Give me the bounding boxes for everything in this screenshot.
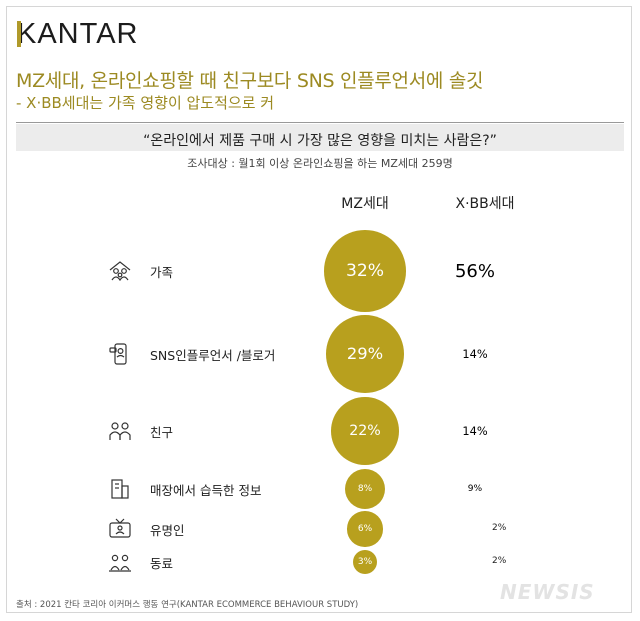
bubble-mz: 3% xyxy=(352,549,378,575)
bubble-mz: 8% xyxy=(344,468,386,510)
tv-celebrity-icon xyxy=(107,516,133,542)
coworkers-icon xyxy=(107,549,133,575)
bubble-xbb: 9% xyxy=(453,467,496,510)
bubble-value-label: 14% xyxy=(462,424,488,438)
category-label: 유명인 xyxy=(150,523,185,538)
logo-text: KANTAR xyxy=(17,18,139,50)
category-label: 매장에서 습득한 정보 xyxy=(150,483,262,498)
category-label: 동료 xyxy=(150,556,174,571)
category-label: 친구 xyxy=(150,425,174,440)
bubble-xbb: 56% xyxy=(421,217,529,325)
category-label: 가족 xyxy=(150,265,174,280)
bubble-value-label: 3% xyxy=(357,556,373,567)
bubble-mz: 29% xyxy=(326,315,404,393)
bubble-value-label: 9% xyxy=(467,483,483,494)
source-note: 출처 : 2021 칸타 코리아 이커머스 행동 연구(KANTAR ECOMM… xyxy=(16,600,359,610)
bubble-mz: 6% xyxy=(347,511,383,547)
bubble-value-label: 29% xyxy=(346,344,384,364)
bubble-mz: 32% xyxy=(324,230,406,312)
phone-influencer-icon xyxy=(107,341,133,367)
question-band: “온라인에서 제품 구매 시 가장 많은 영향을 미치는 사람은?” xyxy=(16,124,624,151)
bubble-value-label: 2% xyxy=(492,556,507,566)
logo-bar xyxy=(17,21,21,47)
bubble-value-label: 56% xyxy=(454,260,495,282)
category-label: SNS인플루언서 /블로거 xyxy=(150,348,276,363)
headline: MZ세대, 온라인쇼핑할 때 친구보다 SNS 인플루언서에 솔깃 xyxy=(16,70,484,92)
bubble-value-label: 22% xyxy=(349,422,381,439)
column-header-mz: MZ세대 xyxy=(341,196,389,212)
bubble-xbb xyxy=(464,518,486,540)
bubble-mz: 22% xyxy=(331,397,399,465)
bubble-value-label: 8% xyxy=(357,483,373,494)
family-icon xyxy=(107,258,133,284)
question-text: “온라인에서 제품 구매 시 가장 많은 영향을 미치는 사람은?” xyxy=(143,133,497,149)
friends-icon xyxy=(107,418,133,444)
frame xyxy=(6,6,632,613)
store-icon xyxy=(107,476,133,502)
bubble-value-label: 6% xyxy=(357,523,373,534)
bubble-value-label: 14% xyxy=(462,347,488,361)
bubble-value-label: 2% xyxy=(492,523,507,533)
survey-note: 조사대상 : 월1회 이상 온라인쇼핑을 하는 MZ세대 259명 xyxy=(187,157,453,170)
newsis-watermark: NEWSIS xyxy=(500,580,595,604)
divider xyxy=(16,122,624,123)
bubble-xbb xyxy=(464,551,486,573)
bubble-xbb: 14% xyxy=(448,327,502,381)
column-header-xbb: X·BB세대 xyxy=(455,196,515,212)
subheadline: - X·BB세대는 가족 영향이 압도적으로 커 xyxy=(16,94,275,112)
kantar-logo: KANTAR xyxy=(17,18,138,51)
bubble-value-label: 32% xyxy=(345,260,385,281)
bubble-xbb: 14% xyxy=(448,404,502,458)
